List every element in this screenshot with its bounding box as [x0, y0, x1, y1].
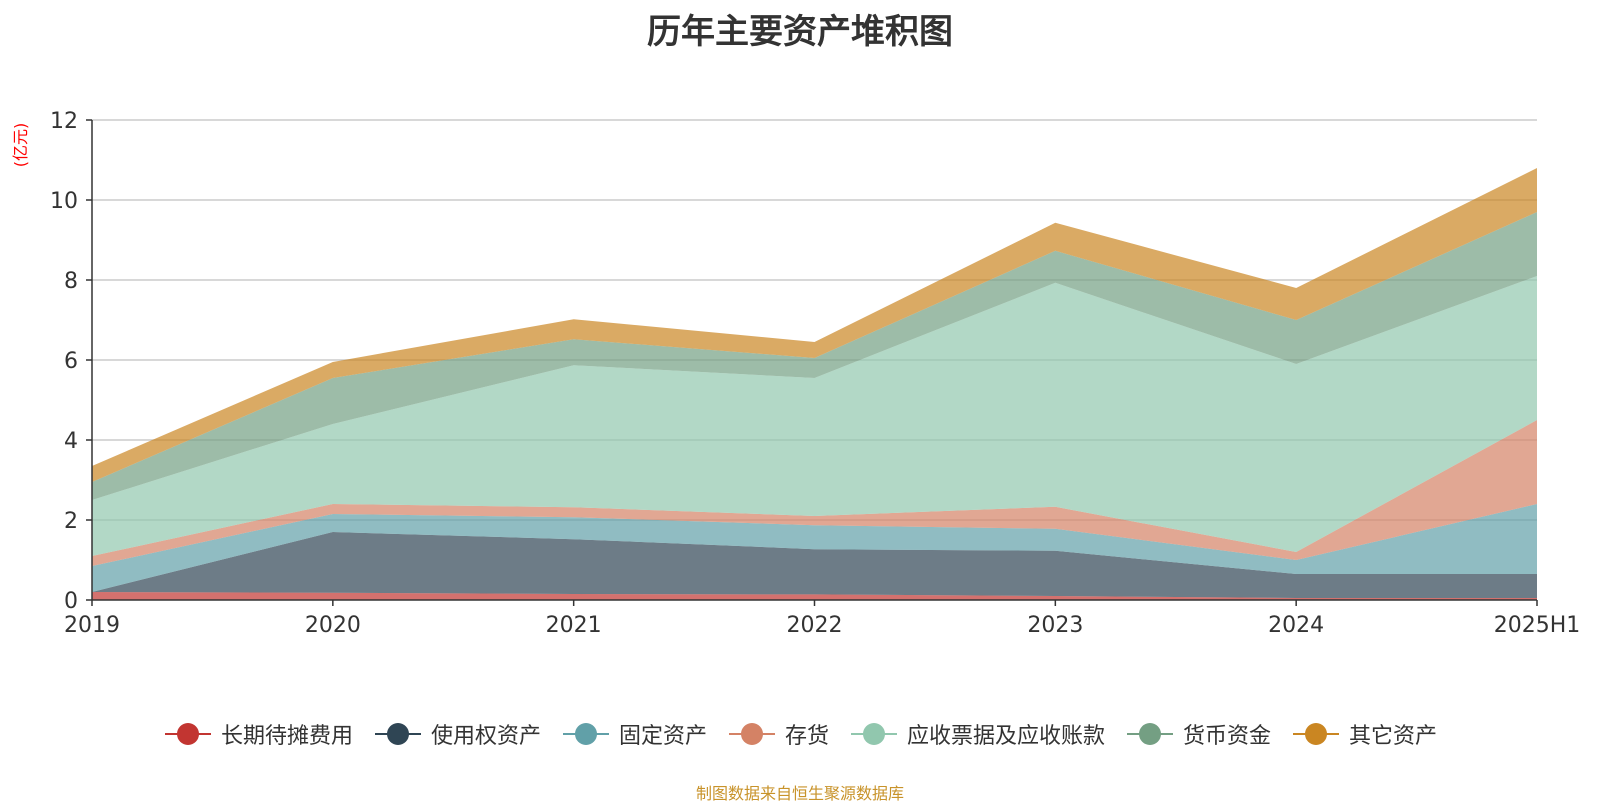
x-tick-label: 2025H1 [1494, 613, 1581, 638]
legend-marker-icon [374, 723, 421, 745]
legend-item-6[interactable]: 其它资产 [1291, 718, 1437, 750]
x-tick-label: 2019 [64, 613, 120, 638]
y-tick-label: 4 [64, 429, 78, 454]
area-series-4 [92, 276, 1537, 556]
area-series-1 [92, 532, 1537, 598]
legend-label: 使用权资产 [430, 724, 541, 749]
legend-item-2[interactable]: 固定资产 [561, 718, 707, 750]
chart-title: 历年主要资产堆积图 [647, 12, 953, 52]
legend: 长期待摊费用 使用权资产 固定资产 存货 应收票据及应收账款 货币资金 其它资产 [0, 718, 1600, 753]
legend-item-0[interactable]: 长期待摊费用 [163, 718, 353, 750]
y-tick-label: 2 [64, 509, 78, 534]
y-tick-label: 12 [50, 109, 78, 134]
area-series-0 [92, 592, 1537, 600]
area-series-3 [92, 420, 1537, 566]
legend-marker-icon [164, 723, 211, 745]
x-tick-label: 2021 [546, 613, 602, 638]
legend-item-1[interactable]: 使用权资产 [373, 718, 541, 750]
x-tick-label: 2022 [787, 613, 843, 638]
axes: 0 2 4 6 8 10 12 2019 2020 2021 2022 2023 2024 2025H1 [50, 109, 1580, 638]
y-tick-label: 10 [50, 189, 78, 214]
legend-marker-icon [1127, 723, 1174, 745]
y-axis-unit-label: (亿元) [11, 123, 30, 168]
legend-label: 固定资产 [618, 724, 707, 749]
legend-label: 长期待摊费用 [220, 724, 353, 749]
source-note: 制图数据来自恒生聚源数据库 [695, 784, 904, 803]
y-tick-label: 0 [64, 589, 78, 614]
legend-marker-icon [851, 723, 897, 745]
legend-marker-icon [1293, 723, 1340, 745]
legend-marker-icon [562, 723, 609, 745]
legend-item-5[interactable]: 货币资金 [1125, 718, 1271, 750]
y-tick-label: 6 [64, 349, 78, 374]
area-series-2 [92, 504, 1537, 592]
legend-label: 存货 [784, 724, 829, 749]
x-tick-label: 2020 [305, 613, 361, 638]
x-tick-label: 2024 [1268, 613, 1324, 638]
legend-label: 应收票据及应收账款 [907, 724, 1106, 749]
legend-item-3[interactable]: 存货 [727, 718, 829, 750]
legend-label: 货币资金 [1183, 724, 1272, 749]
legend-label: 其它资产 [1349, 724, 1438, 749]
y-tick-label: 8 [64, 269, 78, 294]
stacked-areas [92, 168, 1537, 600]
legend-marker-icon [728, 723, 775, 745]
legend-item-4[interactable]: 应收票据及应收账款 [849, 718, 1105, 750]
x-tick-label: 2023 [1027, 613, 1083, 638]
